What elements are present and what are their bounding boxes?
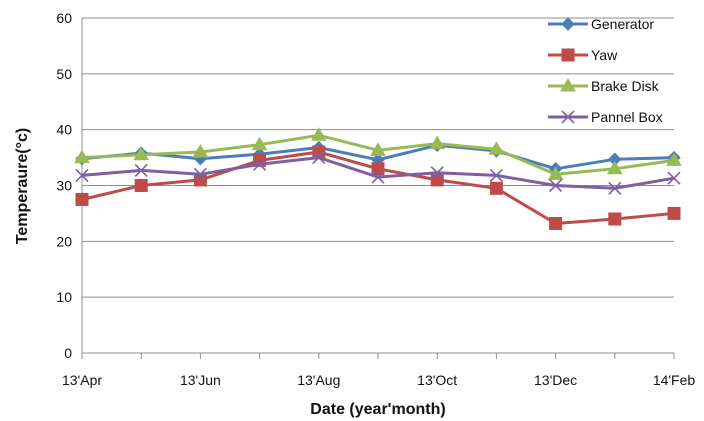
x-tick-label: 13'Jun <box>180 372 221 388</box>
data-point-pannel-box <box>253 157 267 171</box>
data-point-yaw <box>489 181 503 195</box>
marker-stroke <box>489 168 503 183</box>
y-axis-title: Temperaure(°c) <box>14 128 31 244</box>
x-tick-labels: 13'Apr 13'Jun 13'Aug 13'Oct 13'Dec 14'Feb <box>62 372 695 388</box>
y-tick-label: 10 <box>56 289 72 305</box>
legend-label: Brake Disk <box>591 78 660 94</box>
data-point-brake-disk <box>606 160 623 175</box>
marker-stroke <box>561 110 575 124</box>
y-tick-label: 30 <box>56 178 72 194</box>
legend-item-brake-disk: Brake Disk <box>548 78 660 94</box>
x-tick-label: 13'Oct <box>417 372 457 388</box>
series-pannel-box <box>75 151 681 195</box>
y-tick-label: 60 <box>56 10 72 26</box>
legend-item-yaw: Yaw <box>548 47 618 63</box>
marker-stroke <box>371 170 385 184</box>
series-group <box>74 127 682 230</box>
marker-stroke <box>312 151 326 165</box>
marker-stroke <box>253 157 267 171</box>
data-point-pannel-box <box>134 163 148 177</box>
legend: Generator Yaw Brake Disk Pannel Box <box>548 16 663 125</box>
legend-item-generator: Generator <box>548 16 654 32</box>
gridlines <box>82 17 674 298</box>
legend-label: Pannel Box <box>591 109 663 125</box>
legend-marker <box>560 78 576 92</box>
data-point-brake-disk <box>310 127 327 141</box>
data-point-yaw <box>430 173 444 187</box>
data-point-brake-disk <box>133 146 150 161</box>
marker-stroke <box>75 168 89 183</box>
legend-marker <box>561 48 575 62</box>
data-point-pannel-box <box>430 166 444 180</box>
data-point-pannel-box <box>312 151 326 165</box>
data-point-pannel-box <box>489 168 503 183</box>
legend-label: Generator <box>591 16 654 32</box>
data-point-pannel-box <box>193 167 207 181</box>
data-point-yaw <box>608 212 622 226</box>
axes <box>81 18 675 359</box>
data-point-yaw <box>371 162 385 176</box>
data-point-yaw <box>134 179 148 192</box>
data-point-brake-disk <box>370 142 386 156</box>
y-tick-label: 40 <box>56 122 72 138</box>
data-point-yaw <box>75 192 89 206</box>
data-point-yaw <box>667 206 681 220</box>
data-point-yaw <box>549 216 563 230</box>
data-point-brake-disk <box>547 166 564 180</box>
x-tick-label: 13'Dec <box>534 372 577 388</box>
data-point-brake-disk <box>666 152 682 166</box>
data-point-brake-disk <box>429 135 446 150</box>
data-point-pannel-box <box>371 170 385 184</box>
y-tick-label: 50 <box>56 66 72 82</box>
y-tick-label: 0 <box>64 345 72 361</box>
data-point-brake-disk <box>488 141 505 155</box>
data-point-brake-disk <box>74 149 90 164</box>
marker-stroke <box>608 181 622 195</box>
data-point-pannel-box <box>667 171 681 185</box>
y-tick-label: 20 <box>56 233 72 249</box>
data-point-pannel-box <box>608 181 622 195</box>
data-point-brake-disk <box>192 144 209 158</box>
legend-marker <box>561 110 575 124</box>
series-brake-disk <box>74 127 682 180</box>
marker-stroke <box>134 163 148 177</box>
x-axis-title: Date (year'month) <box>310 401 445 418</box>
data-point-pannel-box <box>75 168 89 183</box>
data-point-brake-disk <box>251 136 268 151</box>
legend-label: Yaw <box>591 47 618 63</box>
marker-stroke <box>667 171 681 185</box>
x-tick-label: 13'Aug <box>297 372 340 388</box>
marker-stroke <box>430 166 444 180</box>
data-point-pannel-box <box>549 178 563 193</box>
y-tick-labels: 0 10 20 30 40 50 60 <box>56 10 72 361</box>
legend-item-pannel-box: Pannel Box <box>548 109 663 125</box>
x-tick-label: 13'Apr <box>62 372 102 388</box>
marker-stroke <box>193 167 207 181</box>
x-tick-label: 14'Feb <box>653 372 696 388</box>
marker-stroke <box>549 178 563 193</box>
legend-marker <box>561 17 575 31</box>
